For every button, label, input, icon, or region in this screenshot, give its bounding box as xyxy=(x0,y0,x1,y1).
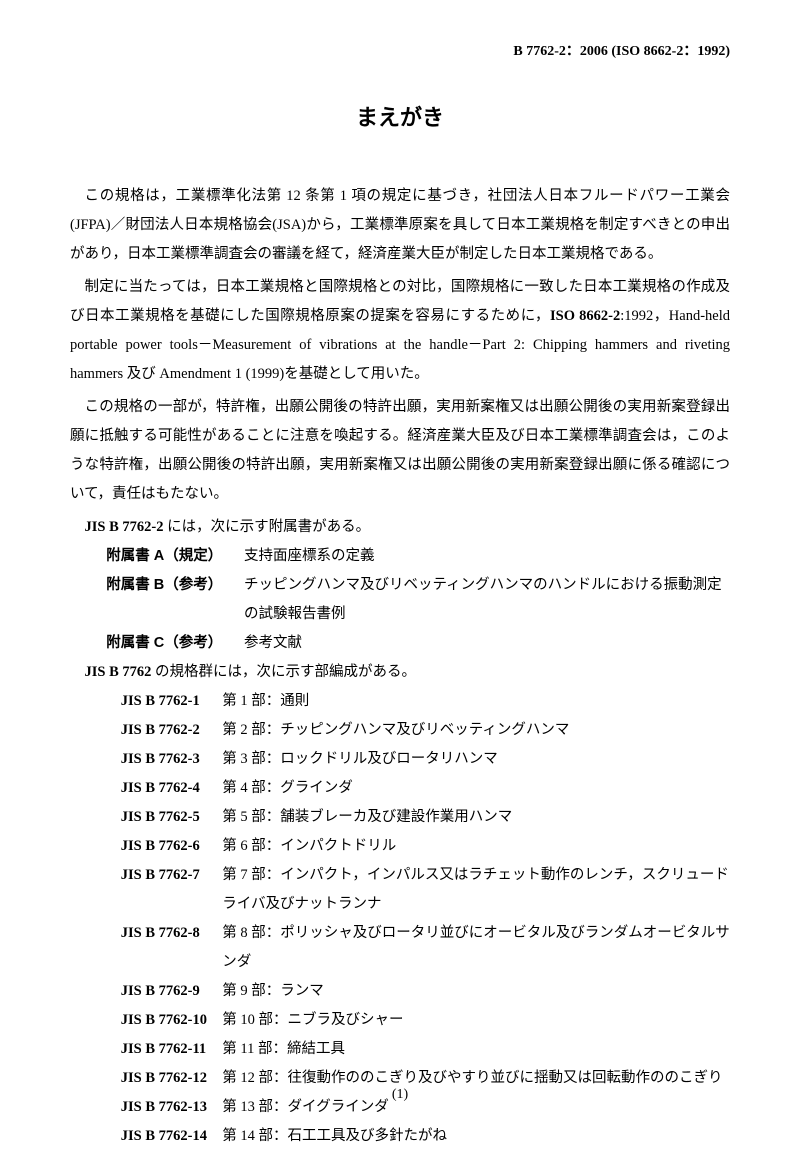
part-content: 第 1 部：通則 xyxy=(222,687,730,716)
part-content: 第 7 部：インパクト，インパルス又はラチェット動作のレンチ，スクリュードライバ… xyxy=(222,861,730,919)
jis-annex-intro-text: には，次に示す附属書がある。 xyxy=(163,519,370,535)
part-content: 第 5 部：舗装ブレーカ及び建設作業用ハンマ xyxy=(222,803,730,832)
foreword-title: まえがき xyxy=(70,100,730,132)
part-code: JIS B 7762-4 xyxy=(121,774,223,803)
part-line: JIS B 7762-14第 14 部：石工工具及び多針たがね xyxy=(70,1122,730,1151)
annex-label: 附属書 A（規定） xyxy=(106,542,244,571)
part-content: 第 9 部：ランマ xyxy=(222,977,730,1006)
foreword-paragraph-2: 制定に当たっては，日本工業規格と国際規格との対比，国際規格に一致した日本工業規格… xyxy=(70,273,730,389)
part-content: 第 10 部：ニブラ及びシャー xyxy=(222,1006,730,1035)
annex-line: 附属書 A（規定）支持面座標系の定義 xyxy=(70,542,730,571)
part-line: JIS B 7762-4第 4 部：グラインダ xyxy=(70,774,730,803)
part-line: JIS B 7762-3第 3 部：ロックドリル及びロータリハンマ xyxy=(70,745,730,774)
annex-label: 附属書 B（参考） xyxy=(106,571,244,629)
part-line: JIS B 7762-10第 10 部：ニブラ及びシャー xyxy=(70,1006,730,1035)
annex-label: 附属書 C（参考） xyxy=(106,629,244,658)
part-code: JIS B 7762-12 xyxy=(121,1064,223,1093)
part-code: JIS B 7762-11 xyxy=(121,1035,223,1064)
part-content: 第 14 部：石工工具及び多針たがね xyxy=(222,1122,730,1151)
jis-parts-intro-bold: JIS B 7762 xyxy=(85,664,152,680)
annex-content: 参考文献 xyxy=(244,629,730,658)
part-code: JIS B 7762-7 xyxy=(121,861,223,919)
header-standard-code: B 7762-2：2006 (ISO 8662-2：1992) xyxy=(513,40,730,60)
annex-content: チッピングハンマ及びリベッティングハンマのハンドルにおける振動測定の試験報告書例 xyxy=(244,571,730,629)
part-line: JIS B 7762-7第 7 部：インパクト，インパルス又はラチェット動作のレ… xyxy=(70,861,730,919)
part-content: 第 11 部：締結工具 xyxy=(222,1035,730,1064)
part-code: JIS B 7762-6 xyxy=(121,832,223,861)
part-code: JIS B 7762-1 xyxy=(121,687,223,716)
part-code: JIS B 7762-5 xyxy=(121,803,223,832)
part-code: JIS B 7762-10 xyxy=(121,1006,223,1035)
part-content: 第 3 部：ロックドリル及びロータリハンマ xyxy=(222,745,730,774)
part-code: JIS B 7762-14 xyxy=(121,1122,223,1151)
part-content: 第 8 部：ポリッシャ及びロータリ並びにオービタル及びランダムオービタルサンダ xyxy=(222,919,730,977)
annex-line: 附属書 B（参考）チッピングハンマ及びリベッティングハンマのハンドルにおける振動… xyxy=(70,571,730,629)
part-line: JIS B 7762-8第 8 部：ポリッシャ及びロータリ並びにオービタル及びラ… xyxy=(70,919,730,977)
part-line: JIS B 7762-6第 6 部：インパクトドリル xyxy=(70,832,730,861)
part-content: 第 2 部：チッピングハンマ及びリベッティングハンマ xyxy=(222,716,730,745)
annex-content: 支持面座標系の定義 xyxy=(244,542,730,571)
part-line: JIS B 7762-1第 1 部：通則 xyxy=(70,687,730,716)
jis-annex-intro: JIS B 7762-2 には，次に示す附属書がある。 xyxy=(70,513,730,542)
part-code: JIS B 7762-9 xyxy=(121,977,223,1006)
page-number: (1) xyxy=(392,1087,408,1103)
jis-parts-intro: JIS B 7762 の規格群には，次に示す部編成がある。 xyxy=(70,658,730,687)
part-code: JIS B 7762-3 xyxy=(121,745,223,774)
foreword-paragraph-1: この規格は，工業標準化法第 12 条第 1 項の規定に基づき，社団法人日本フルー… xyxy=(70,182,730,269)
jis-parts-intro-text: の規格群には，次に示す部編成がある。 xyxy=(151,664,416,680)
part-code: JIS B 7762-13 xyxy=(121,1093,223,1122)
part-line: JIS B 7762-2第 2 部：チッピングハンマ及びリベッティングハンマ xyxy=(70,716,730,745)
part-line: JIS B 7762-11第 11 部：締結工具 xyxy=(70,1035,730,1064)
foreword-paragraph-3: この規格の一部が，特許権，出願公開後の特許出願，実用新案権又は出願公開後の実用新… xyxy=(70,393,730,509)
part-content: 第 12 部：往復動作ののこぎり及びやすり並びに揺動又は回転動作ののこぎり xyxy=(222,1064,730,1093)
part-content: 第 6 部：インパクトドリル xyxy=(222,832,730,861)
part-line: JIS B 7762-9第 9 部：ランマ xyxy=(70,977,730,1006)
part-line: JIS B 7762-5第 5 部：舗装ブレーカ及び建設作業用ハンマ xyxy=(70,803,730,832)
part-content: 第 13 部：ダイグラインダ xyxy=(222,1093,730,1122)
annex-line: 附属書 C（参考）参考文献 xyxy=(70,629,730,658)
p2-bold: ISO 8662-2 xyxy=(550,308,620,324)
jis-annex-intro-bold: JIS B 7762-2 xyxy=(85,519,164,535)
part-code: JIS B 7762-8 xyxy=(121,919,223,977)
part-code: JIS B 7762-2 xyxy=(121,716,223,745)
part-content: 第 4 部：グラインダ xyxy=(222,774,730,803)
